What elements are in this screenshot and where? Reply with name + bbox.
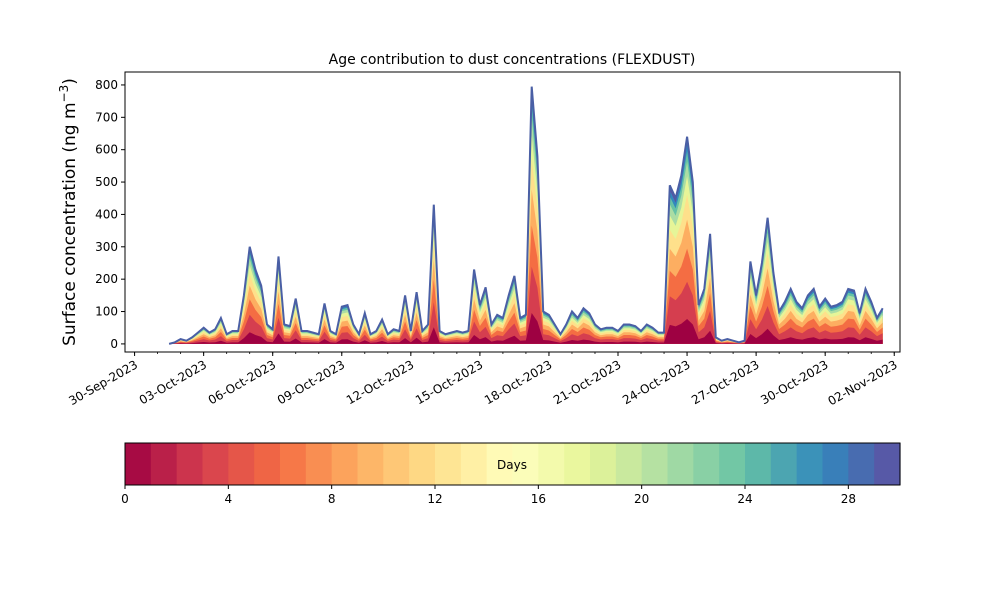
colorbar <box>125 443 901 485</box>
chart-title: Age contribution to dust concentrations … <box>329 52 696 68</box>
plot-area <box>168 86 884 345</box>
colorbar-bin <box>770 443 798 485</box>
colorbar-bin <box>719 443 746 485</box>
colorbar-bin <box>331 443 359 485</box>
y-axis-label: Surface concentration (ng m−3) <box>57 78 80 346</box>
colorbar-bin <box>383 443 410 485</box>
y-tick-label: 300 <box>95 240 118 254</box>
colorbar-tick-label: 28 <box>841 492 856 506</box>
age-layer-0-3 <box>169 313 883 344</box>
colorbar-bin <box>693 443 720 485</box>
total-concentration-line <box>168 86 884 345</box>
colorbar-bin <box>796 443 824 485</box>
colorbar-bin <box>512 443 539 485</box>
y-tick-label: 600 <box>95 143 118 157</box>
colorbar-tick-label: 12 <box>427 492 442 506</box>
colorbar-bin <box>486 443 514 485</box>
colorbar-tick-label: 16 <box>531 492 546 506</box>
y-tick-label: 200 <box>95 272 118 286</box>
colorbar-bin <box>435 443 462 485</box>
colorbar-bin <box>280 443 307 485</box>
y-axis-label-text: Surface concentration (ng m <box>60 102 80 345</box>
colorbar-bin <box>202 443 229 485</box>
colorbar-bin <box>848 443 875 485</box>
colorbar-bin <box>564 443 591 485</box>
colorbar-label: Days <box>497 458 527 472</box>
y-tick-label: 400 <box>95 207 118 221</box>
colorbar-bin <box>305 443 333 485</box>
y-tick-label: 500 <box>95 175 118 189</box>
colorbar-tick-label: 0 <box>121 492 129 506</box>
colorbar-tick-label: 4 <box>225 492 233 506</box>
colorbar-frame <box>124 442 901 486</box>
colorbar-axis: 0 4 8 12 16 20 24 28 <box>121 485 856 506</box>
colorbar-bin <box>150 443 178 485</box>
y-tick-label: 700 <box>95 110 118 124</box>
colorbar-bin <box>409 443 436 485</box>
y-axis-label-close: ) <box>60 78 80 85</box>
y-axis: 0 100 200 300 400 500 600 700 800 <box>95 78 125 351</box>
age-layer-3-6 <box>169 266 883 344</box>
y-tick-label: 800 <box>95 78 118 92</box>
colorbar-bin <box>538 443 565 485</box>
colorbar-bin <box>228 443 255 485</box>
colorbar-tick-label: 8 <box>328 492 336 506</box>
colorbar-bin <box>615 443 643 485</box>
colorbar-bin <box>125 443 152 485</box>
plot-frame <box>124 71 901 353</box>
y-tick-label: 100 <box>95 305 118 319</box>
colorbar-bin <box>590 443 617 485</box>
colorbar-bin <box>176 443 204 485</box>
colorbar-bin <box>822 443 849 485</box>
y-axis-label-superscript: −3 <box>57 85 71 103</box>
colorbar-bin <box>641 443 669 485</box>
colorbar-bin <box>874 443 901 485</box>
colorbar-tick-label: 24 <box>737 492 752 506</box>
colorbar-bin <box>460 443 488 485</box>
y-tick-label: 0 <box>110 337 118 351</box>
colorbar-bin <box>745 443 772 485</box>
colorbar-bin <box>667 443 694 485</box>
colorbar-bin <box>357 443 384 485</box>
colorbar-tick-label: 20 <box>634 492 649 506</box>
colorbar-bin <box>254 443 281 485</box>
